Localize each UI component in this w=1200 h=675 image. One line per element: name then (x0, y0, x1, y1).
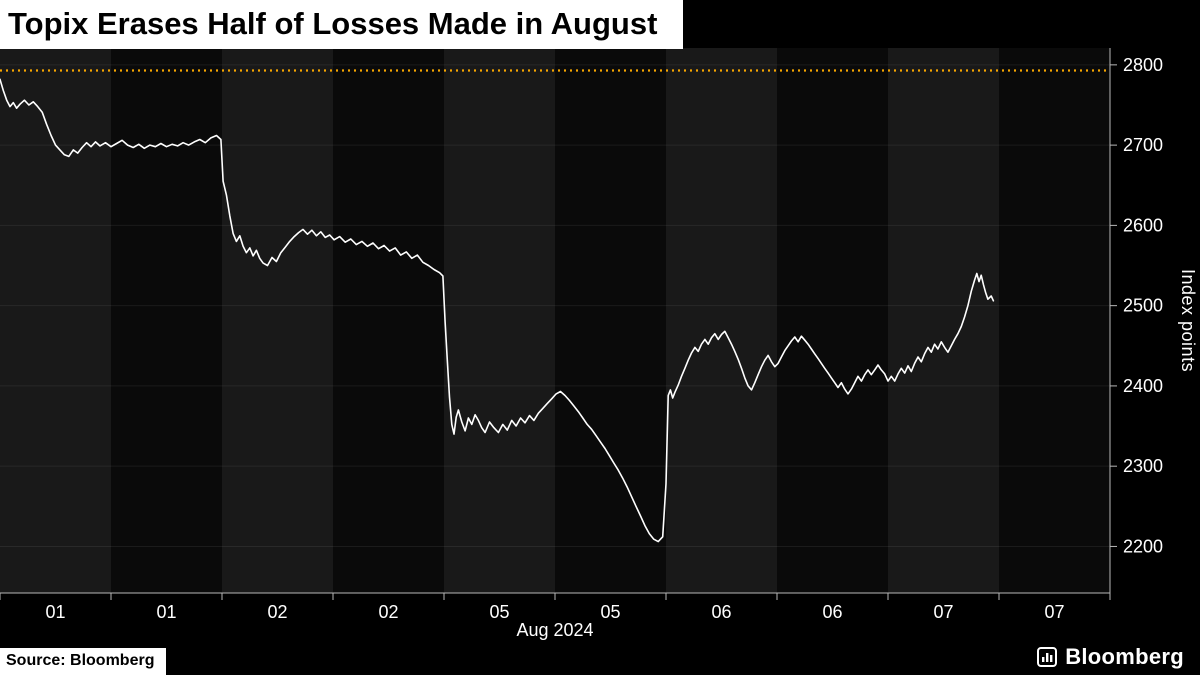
source-attribution: Source: Bloomberg (0, 648, 167, 675)
y-axis-title-text: Index points (1178, 268, 1198, 373)
session-band (333, 48, 444, 593)
y-tick-label: 2700 (1123, 135, 1163, 155)
session-band (666, 48, 777, 593)
y-tick-label: 2500 (1123, 296, 1163, 316)
session-band (555, 48, 666, 593)
session-band (0, 48, 111, 593)
x-tick-label: 01 (45, 602, 65, 622)
y-axis-title: Index points (1177, 48, 1198, 593)
bloomberg-logo-text: Bloomberg (1065, 644, 1184, 669)
x-tick-label: 07 (933, 602, 953, 622)
x-axis-title: Aug 2024 (516, 620, 594, 640)
x-tick-label: 02 (267, 602, 287, 622)
y-tick-label: 2400 (1123, 376, 1163, 396)
session-band (444, 48, 555, 593)
session-band (222, 48, 333, 593)
y-tick-label: 2200 (1123, 536, 1163, 556)
bloomberg-logo-icon (1037, 647, 1058, 667)
session-band (999, 48, 1110, 593)
session-band (888, 48, 999, 593)
y-tick-label: 2600 (1123, 215, 1163, 235)
y-tick-label: 2300 (1123, 456, 1163, 476)
session-band (777, 48, 888, 593)
x-tick-label: 06 (822, 602, 842, 622)
bloomberg-logo: Bloomberg (1037, 644, 1184, 670)
x-tick-label: 01 (156, 602, 176, 622)
x-tick-label: 05 (600, 602, 620, 622)
x-tick-label: 02 (378, 602, 398, 622)
x-tick-label: 06 (711, 602, 731, 622)
x-tick-label: 05 (489, 602, 509, 622)
x-tick-label: 07 (1044, 602, 1064, 622)
price-line (0, 78, 995, 543)
y-tick-label: 2800 (1123, 55, 1163, 75)
chart-title: Topix Erases Half of Losses Made in Augu… (0, 0, 684, 50)
session-band (111, 48, 222, 593)
